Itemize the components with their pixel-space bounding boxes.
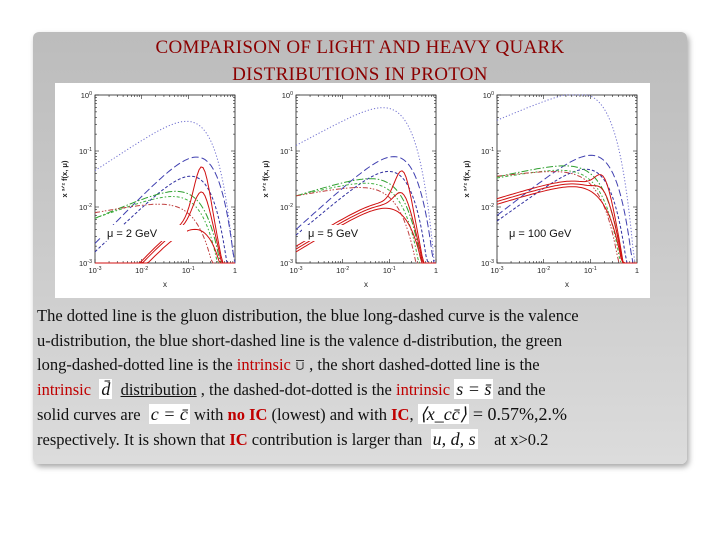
caption-text: and the	[493, 379, 546, 399]
curve-intrinsic_u	[295, 178, 436, 264]
caption-line-2: u-distribution, the blue short-dashed li…	[37, 329, 697, 354]
x-tick-label: 1	[635, 266, 639, 275]
caption-text: u-distribution, the blue short-dashed li…	[37, 330, 563, 350]
annotation-bg	[101, 225, 187, 241]
x-tick-label: 1	[233, 266, 237, 275]
caption-line-1: The dotted line is the gluon distributio…	[37, 304, 697, 329]
title-line-2: DISTRIBUTIONS IN PROTON	[232, 64, 488, 85]
caption-line-6: respectively. It is shown that IC contri…	[37, 428, 697, 453]
mu-annotation: μ = 100 GeV	[509, 228, 572, 240]
plot-frame	[94, 94, 236, 264]
y-tick-label: 10-2	[79, 203, 92, 212]
y-tick-label: 10-1	[280, 147, 293, 156]
x-axis-label: x	[163, 280, 167, 289]
mu-annotation: μ = 5 GeV	[308, 228, 359, 240]
y-axis-label: x ³ᐟ² f(x, μ)	[60, 160, 69, 197]
caption-text: , the short dashed-dotted line is the	[305, 355, 540, 374]
y-tick-label: 10-3	[79, 259, 92, 268]
y-tick-label: 10-1	[481, 147, 494, 156]
caption-text: with	[189, 405, 228, 424]
x-tick-label: 10-1	[584, 266, 597, 275]
curve-valence_u	[496, 154, 637, 264]
curve-intrinsic_s	[94, 203, 235, 264]
curve-intrinsic_d	[295, 182, 436, 264]
no-ic-label: no IC	[227, 405, 268, 424]
y-tick-label: 100	[282, 91, 293, 100]
curve-gluon	[496, 94, 637, 264]
x-tick-label: 10-3	[490, 266, 503, 275]
ic-label: IC	[229, 429, 248, 449]
intrinsic-label: intrinsic	[37, 379, 92, 399]
caption-line-4: intrinsic d̄ distribution , the dashed-d…	[37, 378, 697, 403]
y-tick-label: 100	[81, 91, 92, 100]
x-tick-label: 10-1	[182, 266, 195, 275]
y-tick-label: 10-3	[481, 259, 494, 268]
math-x-cc: ⟨x_cc̄⟩	[417, 404, 469, 424]
caption-line-5: solid curves are c = c̄ with no IC (lowe…	[37, 402, 697, 428]
curve-gluon	[94, 120, 236, 264]
x-axis-label: x	[364, 280, 368, 289]
curve-charm-0	[496, 186, 637, 264]
caption-text: solid curves are	[37, 405, 145, 424]
curve-charm-2	[496, 174, 637, 264]
x-tick-label: 10-2	[135, 266, 148, 275]
caption-text: at x>0.2	[490, 429, 549, 449]
math-c-equals-cbar: c = c̄	[148, 404, 190, 424]
y-tick-label: 10-3	[280, 259, 293, 268]
mu-annotation: μ = 2 GeV	[107, 228, 158, 240]
chart-panel-3: 10-3 10-2 10-1 1 100 10-1 10-2 10-3 x x ³ᐟ² f(x, …	[462, 91, 639, 289]
caption-text: long-dashed-dotted line is the	[37, 355, 237, 374]
math-u-d-s: u, d, s	[430, 428, 478, 449]
chart-panel-2: 10-3 10-2 10-1 1 100 10-1 10-2 10-3 x x ³ᐟ² f(x, …	[261, 91, 438, 289]
curve-valence_u	[295, 156, 436, 264]
y-tick-label: 100	[483, 91, 494, 100]
curve-valence_u	[94, 156, 236, 264]
x-tick-label: 10-2	[336, 266, 349, 275]
x-axis-label: x	[565, 280, 569, 289]
caption-paragraph: The dotted line is the gluon distributio…	[37, 304, 697, 452]
caption-text: (lowest) and with	[267, 405, 392, 424]
intrinsic-label: intrinsic	[396, 379, 451, 399]
curve-intrinsic_d	[94, 196, 235, 264]
slide-title: COMPARISON OF LIGHT AND HEAVY QUARK DIST…	[40, 34, 680, 88]
math-d-bar: d̄	[99, 378, 113, 399]
math-s-equals-sbar: s = s̄	[454, 378, 494, 399]
caption-text: distribution	[120, 379, 197, 399]
caption-text: The dotted line is the gluon distributio…	[37, 306, 579, 325]
curve-intrinsic_s	[295, 187, 436, 264]
caption-text: , the dashed-dot-dotted is the	[196, 379, 397, 399]
x-tick-label: 10-3	[88, 266, 101, 275]
caption-line-3: long-dashed-dotted line is the intrinsic…	[37, 353, 697, 378]
x-tick-label: 10-2	[537, 266, 550, 275]
math-percent-values: = 0.57%,2.%	[472, 404, 568, 424]
annotation-bg	[503, 225, 589, 241]
u-bar-glyph-icon	[296, 360, 304, 371]
x-tick-label: 10-3	[289, 266, 302, 275]
curve-intrinsic_d	[496, 169, 637, 264]
y-axis-label: x ³ᐟ² f(x, μ)	[462, 160, 471, 197]
x-tick-label: 10-1	[383, 266, 396, 275]
figure-panels: 10-3 10-2 10-1 1 100 10-1 10-2 10-3 x x ³ᐟ² f(x, …	[55, 83, 650, 298]
plot-frame	[295, 94, 437, 264]
curve-valence_d	[295, 170, 436, 264]
y-tick-label: 10-2	[481, 203, 494, 212]
intrinsic-label: intrinsic	[236, 355, 291, 374]
title-line-1: COMPARISON OF LIGHT AND HEAVY QUARK	[155, 37, 565, 58]
caption-text: respectively. It is shown that	[37, 429, 230, 449]
y-axis-label: x ³ᐟ² f(x, μ)	[261, 160, 270, 197]
y-tick-label: 10-2	[280, 203, 293, 212]
curve-valence_d	[496, 168, 637, 264]
curve-intrinsic_s	[496, 171, 637, 264]
caption-text: contribution is larger than	[247, 429, 427, 449]
x-tick-label: 1	[434, 266, 438, 275]
chart-panel-1: 10-3 10-2 10-1 1 100 10-1 10-2 10-3 x x ³ᐟ² f(x, …	[60, 91, 237, 289]
y-tick-label: 10-1	[79, 147, 92, 156]
caption-text: ,	[409, 405, 414, 424]
ic-label: IC	[391, 405, 410, 424]
curve-charm-1	[496, 183, 637, 264]
annotation-bg	[302, 225, 388, 241]
curve-gluon	[295, 107, 437, 264]
